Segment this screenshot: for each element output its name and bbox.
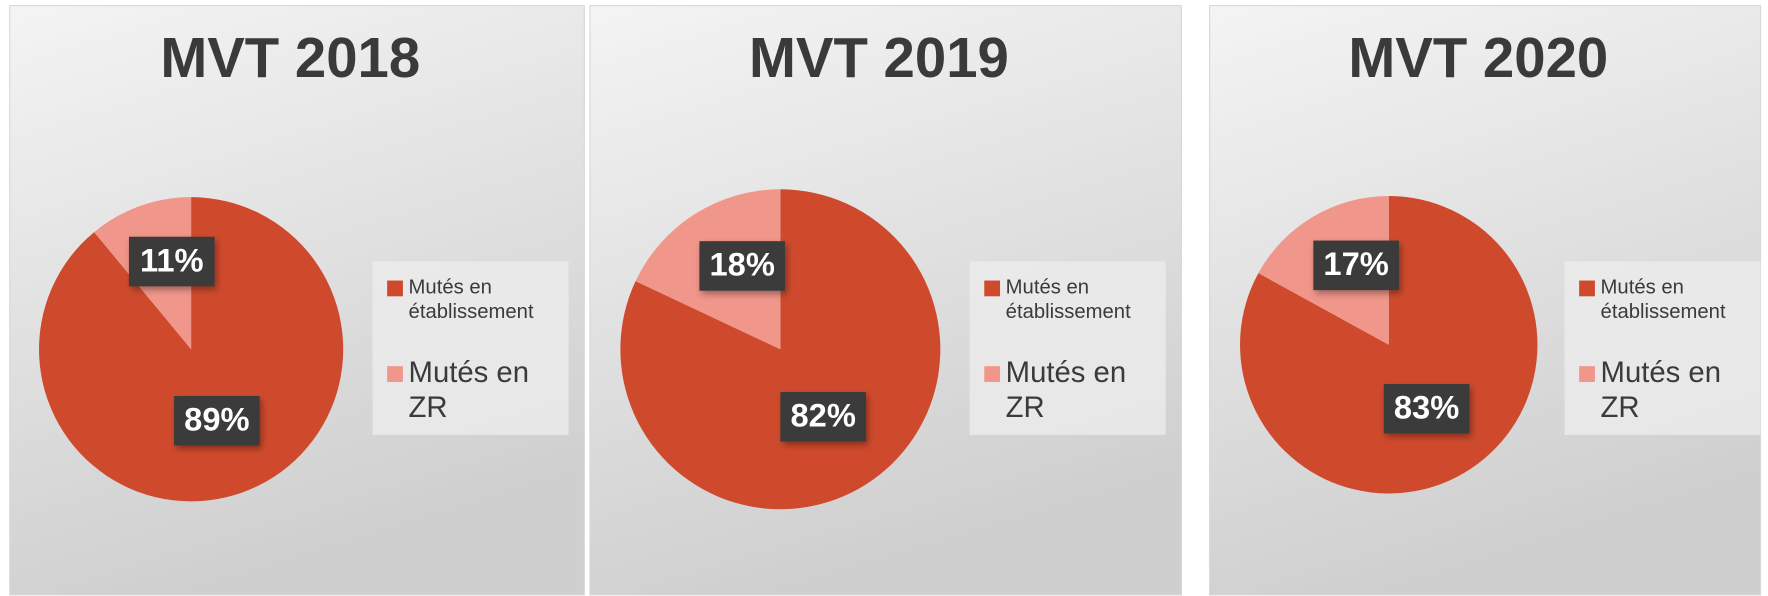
chart-title: MVT 2018 xyxy=(160,26,420,89)
chart-title: MVT 2019 xyxy=(749,26,1009,89)
data-label: 89% xyxy=(184,401,249,438)
legend-label: Mutés en ZR xyxy=(1006,356,1135,424)
chart-title: MVT 2020 xyxy=(1348,26,1608,89)
chart-panel: MVT 2020 83% 17% Mutés en établissement Muté… xyxy=(1209,5,1762,596)
data-label: 11% xyxy=(140,241,204,278)
legend-label: Mutés en ZR xyxy=(409,356,538,424)
data-label: 83% xyxy=(1394,389,1459,426)
legend-label: Mutés en établissement xyxy=(409,277,534,323)
chart-panel: MVT 2019 82% 18% Mutés en établissement Muté… xyxy=(589,5,1182,596)
data-label: 17% xyxy=(1323,245,1388,282)
data-label: 82% xyxy=(791,397,856,434)
data-label-box xyxy=(1383,383,1470,434)
chart-panel: MVT 2018 89% 11% Mutés en établissement Muté… xyxy=(9,5,585,596)
data-label: 18% xyxy=(710,246,775,283)
legend-swatch xyxy=(984,280,1001,297)
legend-swatch xyxy=(1579,366,1595,382)
legend-box xyxy=(372,261,569,435)
legend-box xyxy=(969,261,1166,435)
legend-swatch xyxy=(387,366,403,382)
legend-swatch xyxy=(984,366,1001,382)
data-label-box xyxy=(174,396,260,446)
legend-label: Mutés en ZR xyxy=(1601,356,1730,424)
data-label-box xyxy=(699,241,786,291)
data-label-box xyxy=(780,392,867,442)
data-label-box xyxy=(1313,240,1399,291)
legend-swatch xyxy=(387,280,403,297)
legend-label: Mutés en établissement xyxy=(1601,277,1726,323)
data-label-box xyxy=(128,236,215,287)
legend-box xyxy=(1564,261,1761,435)
legend-label: Mutés en établissement xyxy=(1006,277,1131,323)
legend-swatch xyxy=(1579,280,1595,297)
